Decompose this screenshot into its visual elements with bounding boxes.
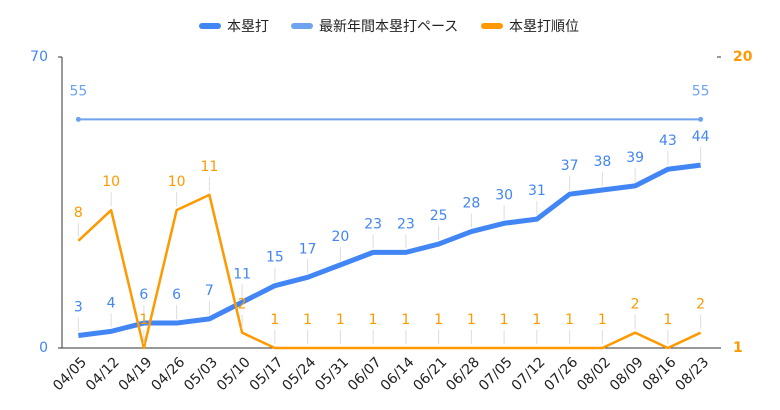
data-label: 1 xyxy=(500,312,509,328)
y2-tick-label: 1 xyxy=(733,340,743,356)
pace-dot xyxy=(698,116,704,122)
x-tick-label: 06/07 xyxy=(345,354,385,394)
data-label: 2 xyxy=(631,297,640,313)
data-label: 11 xyxy=(200,159,218,175)
x-tick-label: 05/17 xyxy=(247,354,287,394)
data-label: 2 xyxy=(696,297,705,313)
x-tick-label: 07/12 xyxy=(509,354,549,394)
data-label: 1 xyxy=(139,312,148,328)
data-label: 10 xyxy=(168,174,186,190)
data-label: 43 xyxy=(659,133,677,149)
data-label: 8 xyxy=(74,205,83,221)
data-label: 23 xyxy=(397,216,415,232)
legend-swatch xyxy=(481,23,503,29)
data-label: 7 xyxy=(205,283,214,299)
x-tick-label: 05/24 xyxy=(279,354,319,394)
legend-label: 最新年間本塁打ペース xyxy=(319,18,458,35)
data-label: 25 xyxy=(430,208,448,224)
data-label: 1 xyxy=(303,312,312,328)
x-tick-label: 08/02 xyxy=(574,354,614,394)
data-label: 15 xyxy=(266,250,284,266)
data-label: 1 xyxy=(663,312,672,328)
data-label: 4 xyxy=(107,295,116,311)
data-label: 39 xyxy=(626,150,644,166)
x-tick-label: 06/28 xyxy=(443,354,483,394)
x-tick-label: 07/05 xyxy=(476,354,516,394)
data-label: 1 xyxy=(336,312,345,328)
data-label: 38 xyxy=(593,154,611,170)
data-label: 6 xyxy=(172,287,181,303)
x-tick-label: 04/12 xyxy=(83,354,123,394)
data-label: 20 xyxy=(331,229,349,245)
legend-label: 本塁打 xyxy=(227,18,269,35)
data-label: 55 xyxy=(69,83,87,99)
y2-tick-label: 20 xyxy=(733,49,753,65)
data-label: 11 xyxy=(233,266,251,282)
y-tick-label: 0 xyxy=(39,340,48,356)
series-line xyxy=(77,193,702,350)
data-label: 1 xyxy=(467,312,476,328)
x-tick-label: 05/03 xyxy=(181,354,221,394)
legend-swatch xyxy=(291,23,313,29)
legend-label: 本塁打順位 xyxy=(509,18,579,35)
data-label: 2 xyxy=(238,297,247,313)
data-label: 31 xyxy=(528,183,546,199)
x-tick-label: 08/09 xyxy=(607,354,647,394)
y-tick-label: 70 xyxy=(30,49,48,65)
pace-dot xyxy=(75,116,81,122)
x-tick-label: 06/21 xyxy=(410,354,450,394)
data-label: 23 xyxy=(364,216,382,232)
data-label: 55 xyxy=(692,83,710,99)
x-tick-label: 05/31 xyxy=(312,354,352,394)
legend-swatch xyxy=(199,23,221,29)
data-label: 1 xyxy=(598,312,607,328)
data-label: 1 xyxy=(369,312,378,328)
data-label: 6 xyxy=(139,287,148,303)
data-label: 3 xyxy=(74,300,83,316)
data-label: 30 xyxy=(495,187,513,203)
data-label: 1 xyxy=(401,312,410,328)
x-tick-label: 08/23 xyxy=(672,354,712,394)
data-label: 10 xyxy=(102,174,120,190)
data-label: 1 xyxy=(565,312,574,328)
data-label: 1 xyxy=(270,312,279,328)
x-tick-label: 07/26 xyxy=(541,354,581,394)
data-label: 1 xyxy=(434,312,443,328)
x-tick-label: 06/14 xyxy=(378,354,418,394)
x-tick-label: 08/16 xyxy=(640,354,680,394)
data-label: 1 xyxy=(532,312,541,328)
x-tick-label: 05/10 xyxy=(214,354,254,394)
x-tick-label: 04/19 xyxy=(116,354,156,394)
x-tick-label: 04/05 xyxy=(50,354,90,394)
data-label: 17 xyxy=(299,241,317,257)
data-label: 28 xyxy=(462,196,480,212)
data-label: 44 xyxy=(692,129,710,145)
data-label: 37 xyxy=(561,158,579,174)
series-line xyxy=(78,162,701,339)
x-tick-label: 04/26 xyxy=(148,354,188,394)
